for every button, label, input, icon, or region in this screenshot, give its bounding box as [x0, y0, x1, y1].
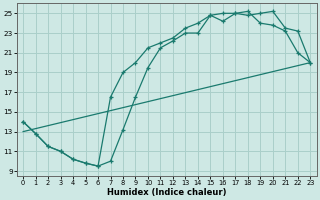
X-axis label: Humidex (Indice chaleur): Humidex (Indice chaleur) — [107, 188, 227, 197]
